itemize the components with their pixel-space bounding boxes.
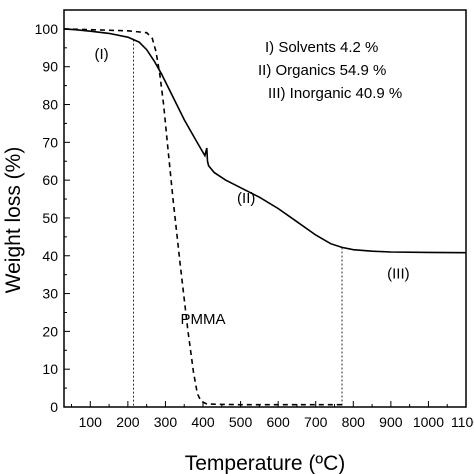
region-label: (II) — [237, 190, 255, 207]
x-tick-label: 500 — [229, 414, 253, 430]
y-tick-label: 20 — [42, 323, 58, 339]
plot-frame — [63, 9, 467, 408]
legend-inorganic: III) Inorganic 40.9 % — [268, 85, 402, 102]
x-tick-label: 100 — [79, 414, 103, 430]
x-tick-label: 800 — [342, 414, 366, 430]
x-tick-label: 200 — [116, 414, 140, 430]
y-tick-label: 10 — [42, 361, 58, 377]
region-annotations: (I) (II) (III) PMMA — [94, 46, 409, 328]
region-label: (III) — [387, 265, 410, 282]
series-line-sample — [63, 28, 467, 254]
y-tick-label: 90 — [42, 59, 58, 75]
x-axis-title: Temperature (ºC) — [185, 452, 346, 474]
y-tick-label: 70 — [42, 134, 58, 150]
x-tick-label: 400 — [191, 414, 215, 430]
y-tick-label: 30 — [42, 286, 58, 302]
y-tick-label: 0 — [50, 399, 58, 415]
series-layer — [63, 28, 467, 406]
y-tick-label: 100 — [35, 21, 59, 37]
x-tick-label: 700 — [304, 414, 328, 430]
y-tick-label: 50 — [42, 210, 58, 226]
region-label: (I) — [94, 46, 108, 63]
series-line-pmma — [63, 28, 346, 406]
guide-lines — [133, 39, 343, 407]
x-tick-label: 300 — [154, 414, 178, 430]
x-tick-label: 1000 — [413, 414, 444, 430]
y-tick-label: 40 — [42, 248, 58, 264]
legend-organics: II) Organics 54.9 % — [258, 62, 386, 79]
y-axis-ticks: 0 10 20 30 40 50 60 70 80 90 100 — [35, 21, 70, 415]
x-tick-label: 600 — [266, 414, 290, 430]
y-axis-title: Weight loss (%) — [2, 147, 25, 294]
y-tick-label: 80 — [42, 97, 58, 113]
y-tick-label: 60 — [42, 172, 58, 188]
pmma-label: PMMA — [180, 311, 225, 328]
x-tick-label: 900 — [379, 414, 403, 430]
legend-solvents: I) Solvents 4.2 % — [265, 39, 378, 56]
